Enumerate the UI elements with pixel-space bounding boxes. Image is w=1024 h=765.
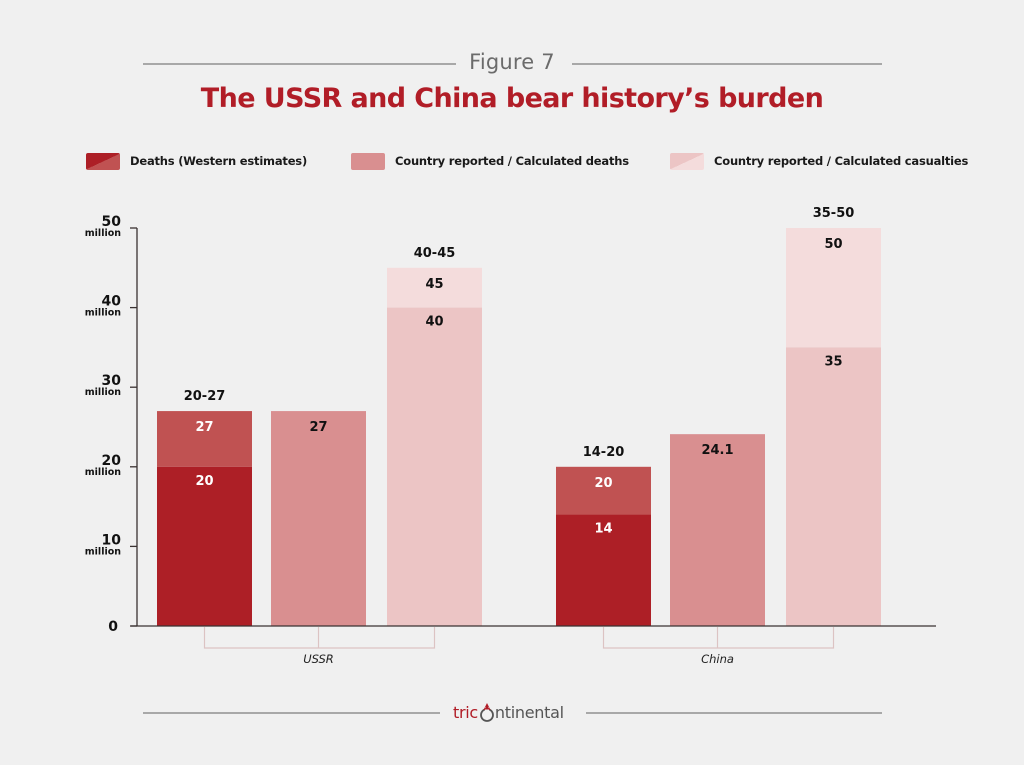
bar <box>271 411 366 626</box>
logo-text-part1: tric <box>453 702 478 722</box>
legend-swatch-country-deaths <box>351 152 385 170</box>
bar-segment-high <box>556 466 651 515</box>
bar-value-label-high: 20 <box>594 476 612 491</box>
legend-item-casualties: Country reported / Calculated casualties <box>670 152 968 170</box>
bar-segment-low <box>157 466 252 626</box>
header-rule-right <box>572 63 882 65</box>
legend-label: Deaths (Western estimates) <box>130 154 307 168</box>
bar-value-label-low: 20 <box>195 474 213 489</box>
header-rule-left <box>143 63 456 65</box>
category-bracket <box>602 627 835 649</box>
legend-swatch-casualties <box>670 152 704 170</box>
y-tick-sublabel: million <box>85 308 121 319</box>
figure-label: Figure 7 <box>469 50 555 74</box>
bar-value-label-high: 45 <box>425 277 443 292</box>
bar-segment-low <box>387 307 482 626</box>
y-tick-label: 20 <box>102 453 122 469</box>
bar <box>670 434 765 626</box>
bar-value-label-low: 35 <box>824 354 842 369</box>
category-label: USSR <box>303 652 334 666</box>
footer-rule-left <box>143 712 440 714</box>
y-tick-label: 30 <box>102 373 122 389</box>
y-tick-label: 40 <box>102 294 122 310</box>
category-bracket <box>203 627 436 649</box>
bar-segment-high <box>786 228 881 348</box>
legend-item-western-deaths: Deaths (Western estimates) <box>86 152 307 170</box>
bar-range-label: 20-27 <box>184 389 226 404</box>
bar-segment-low <box>786 347 881 626</box>
bar-value-label-high: 27 <box>195 420 213 435</box>
bar-range-label: 35-50 <box>813 206 855 221</box>
y-tick-sublabel: million <box>85 467 121 478</box>
bar-range-label: 14-20 <box>583 445 625 460</box>
legend-swatch-western <box>86 152 120 170</box>
y-tick-sublabel: million <box>85 546 121 557</box>
bar-range-label: 40-45 <box>414 246 456 261</box>
y-tick-sublabel: million <box>85 387 121 398</box>
bar-value-label: 24.1 <box>701 443 733 458</box>
bar-value-label: 27 <box>309 420 327 435</box>
y-tick-label: 0 <box>108 619 118 635</box>
logo-text-part2: ntinental <box>494 702 564 722</box>
bar-value-label-low: 14 <box>594 522 612 537</box>
y-tick-label: 10 <box>102 532 122 548</box>
y-tick-sublabel: million <box>85 228 121 239</box>
bar-segment-low <box>556 514 651 626</box>
bar-segment-high <box>387 267 482 308</box>
footer-rule-right <box>586 712 882 714</box>
bar-value-label-low: 40 <box>425 315 443 330</box>
legend-label: Country reported / Calculated deaths <box>395 154 629 168</box>
power-flame-icon <box>480 703 494 722</box>
bar-segment-high <box>157 411 252 467</box>
chart-title: The USSR and China bear history’s burden <box>200 83 824 114</box>
legend-item-country-deaths: Country reported / Calculated deaths <box>351 152 629 170</box>
tricontinental-logo: tric ntinental <box>453 700 564 724</box>
category-label: China <box>701 652 734 666</box>
bar-value-label-high: 50 <box>824 237 842 252</box>
y-tick-label: 50 <box>102 214 122 230</box>
legend-label: Country reported / Calculated casualties <box>714 154 969 168</box>
